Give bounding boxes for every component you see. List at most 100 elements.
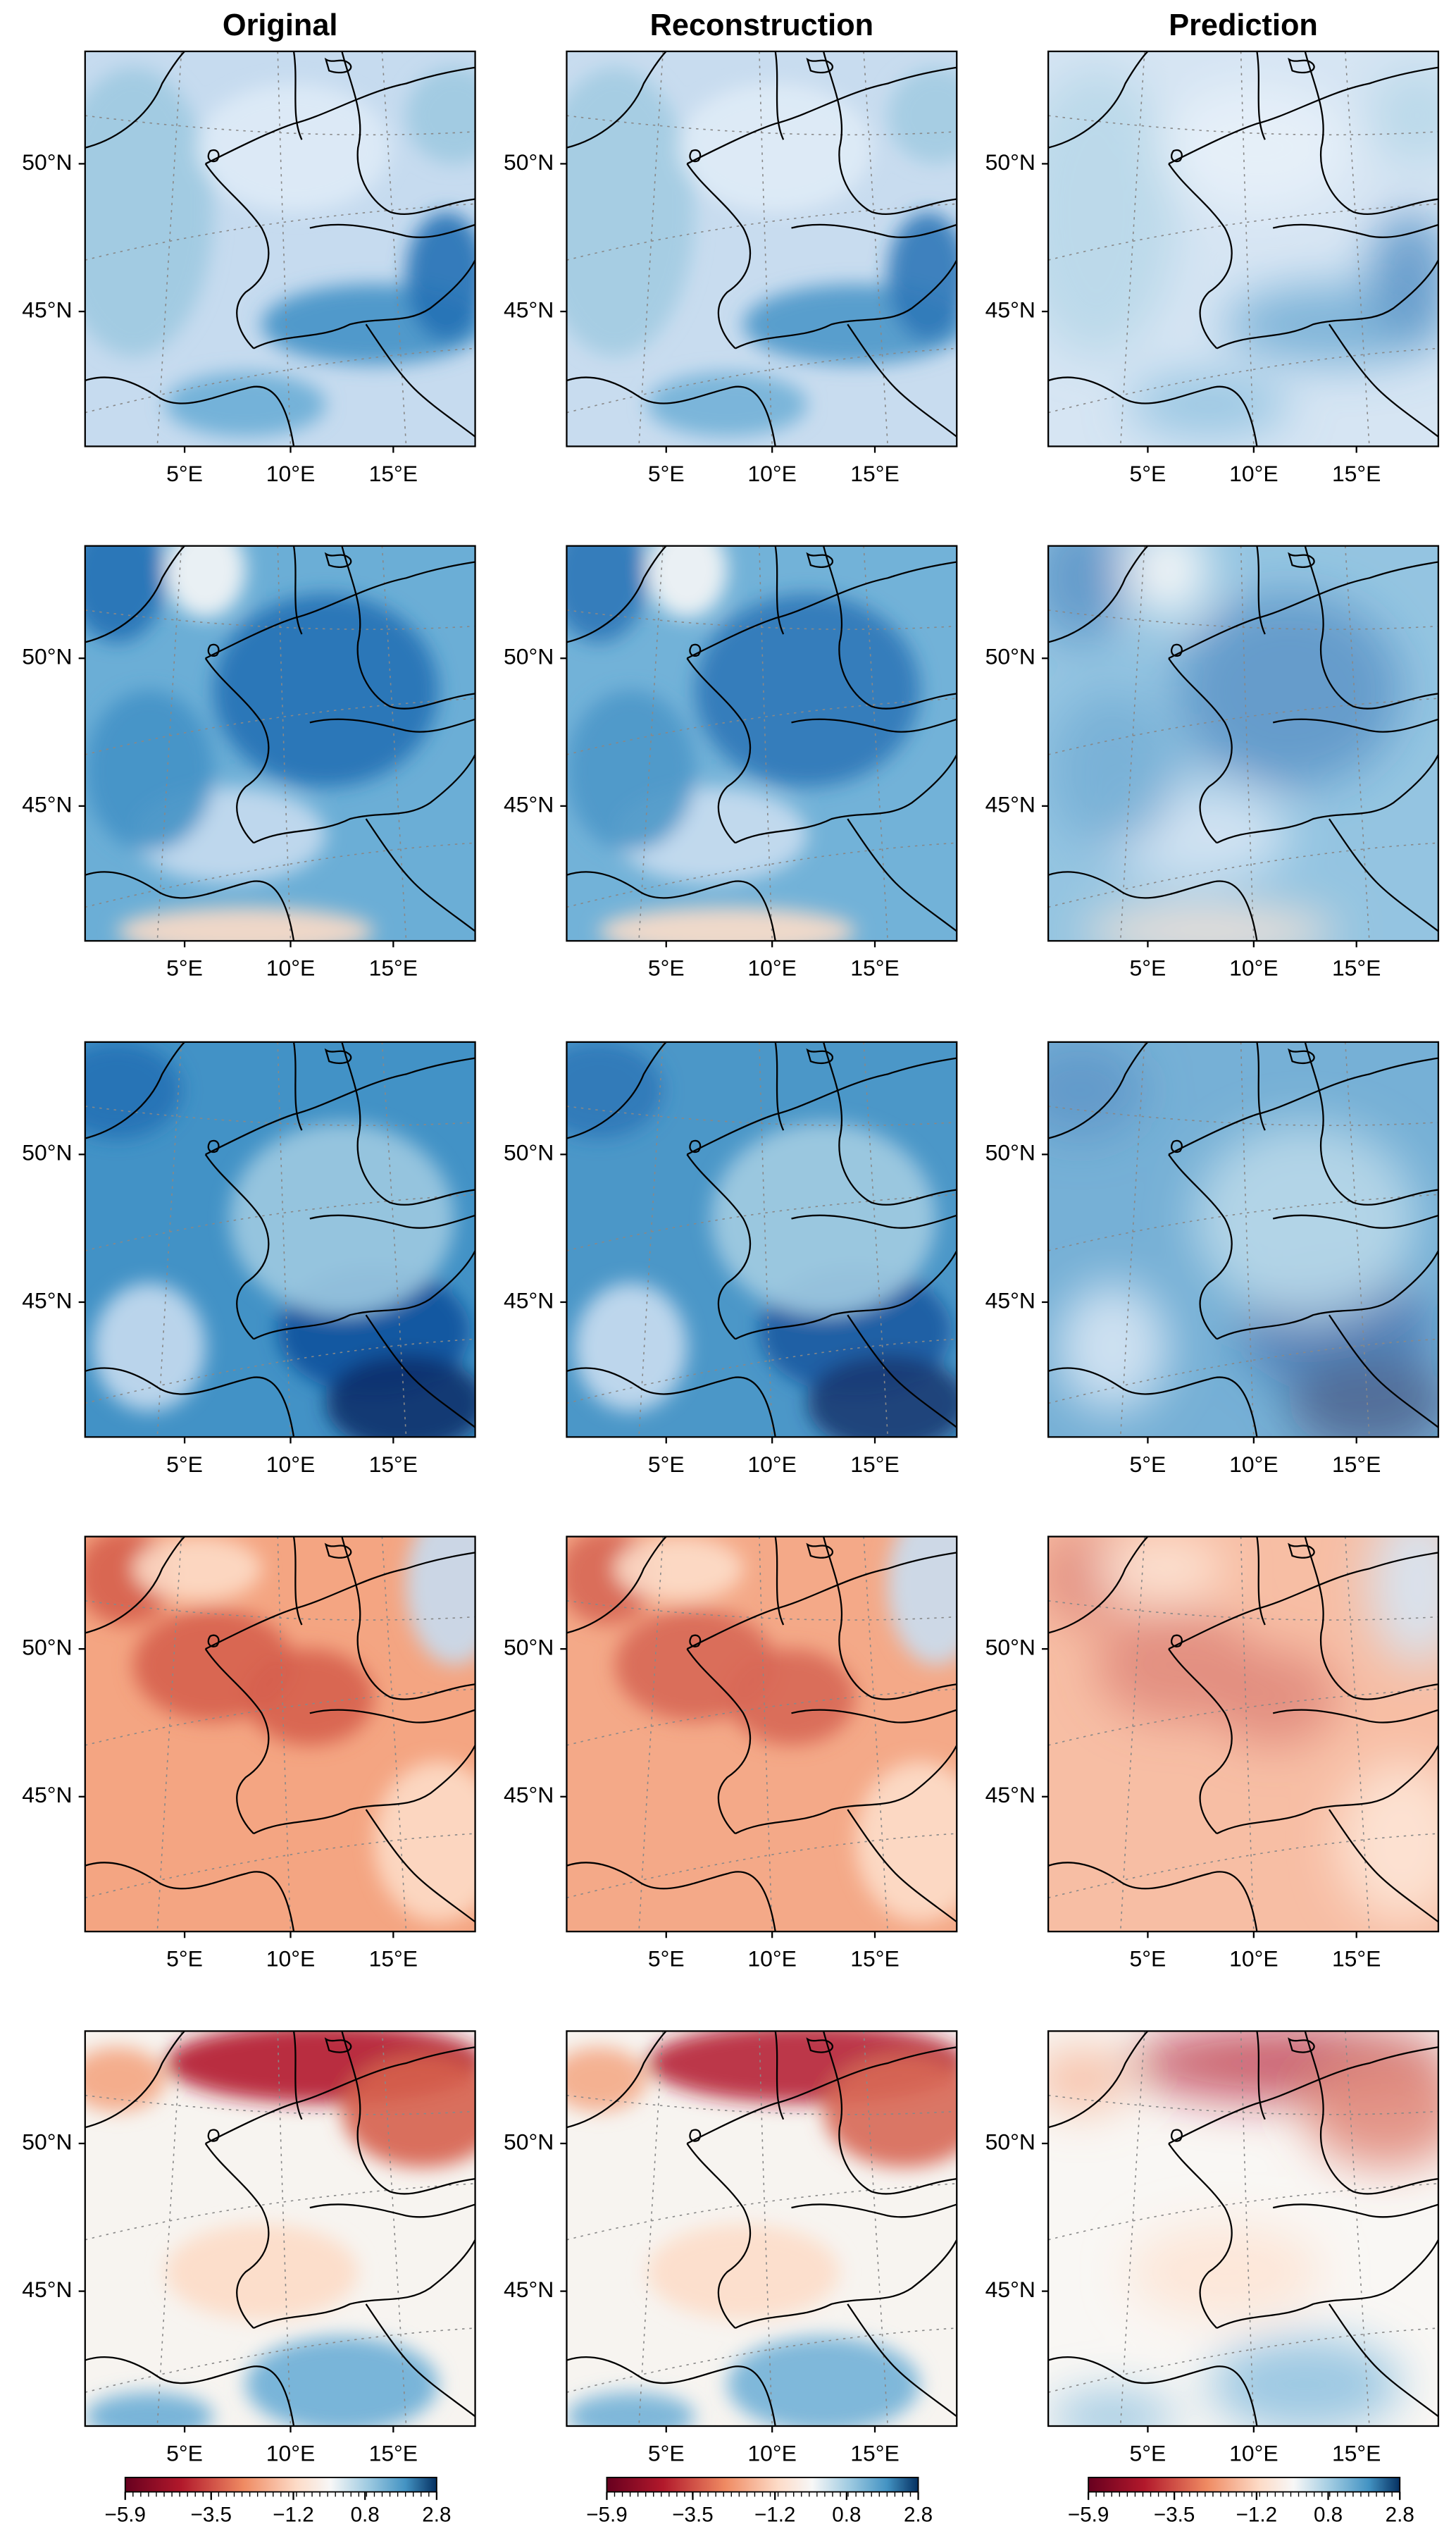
- lon-label: 5°E: [648, 2440, 685, 2466]
- map-panel: 50°N 45°N 5°E 10°E 15°E: [22, 545, 476, 981]
- lat-label: 45°N: [22, 1287, 72, 1313]
- lon-label: 15°E: [850, 2440, 900, 2466]
- lon-label: 10°E: [747, 955, 797, 981]
- map-field: [1048, 51, 1438, 447]
- colorbar-gradient: [606, 2477, 919, 2493]
- map-panel: 50°N 45°N 5°E 10°E 15°E: [985, 1535, 1440, 1972]
- lat-label: 45°N: [985, 791, 1035, 817]
- lat-label: 50°N: [22, 2129, 72, 2154]
- lon-label: 10°E: [1229, 1946, 1278, 1972]
- map-shading: [1048, 2031, 1438, 2427]
- lon-label: 15°E: [369, 2440, 418, 2466]
- map-frame: [84, 50, 476, 447]
- map-region: [695, 594, 920, 787]
- map-region: [647, 372, 808, 437]
- map-shading: [566, 1041, 957, 1437]
- lon-label: 15°E: [369, 461, 418, 486]
- map-region: [229, 1122, 454, 1316]
- lon-label: 10°E: [747, 461, 797, 486]
- map-panel: 50°N 45°N 5°E 10°E 15°E: [985, 1041, 1440, 1477]
- map-region: [85, 2047, 166, 2112]
- map-field: [566, 545, 957, 941]
- lon-label: 15°E: [1332, 2440, 1381, 2466]
- map-region: [599, 907, 856, 941]
- map-region: [165, 2223, 359, 2320]
- lon-label: 15°E: [1332, 461, 1381, 486]
- map-region: [1048, 2392, 1177, 2427]
- map-shading: [85, 545, 439, 941]
- lat-label: 50°N: [504, 1635, 554, 1660]
- colorbar-label: 0.8: [351, 2503, 380, 2524]
- map-region: [1305, 2055, 1438, 2168]
- lon-label: 10°E: [747, 1452, 797, 1477]
- column-title: Prediction: [1169, 8, 1318, 42]
- lat-label: 50°N: [985, 149, 1035, 175]
- colorbar-label: −3.5: [1154, 2503, 1195, 2524]
- map-region: [727, 2336, 920, 2427]
- map-region: [85, 690, 214, 851]
- map-frame: [84, 1535, 476, 1933]
- lat-label: 45°N: [985, 1287, 1035, 1313]
- map-region: [1128, 545, 1209, 619]
- map-region: [1056, 1282, 1169, 1411]
- map-field: [85, 1536, 475, 1932]
- map-field: [85, 2031, 475, 2427]
- map-region: [888, 211, 957, 341]
- lon-label: 5°E: [166, 2440, 203, 2466]
- map-field: [1048, 1536, 1438, 1932]
- lon-label: 5°E: [166, 1946, 203, 1972]
- lon-label: 15°E: [369, 1946, 418, 1972]
- colorbar-label: −1.2: [273, 2503, 313, 2524]
- lat-label: 50°N: [504, 1140, 554, 1165]
- map-panel: 50°N 45°N 5°E 10°E 15°E: [504, 545, 958, 981]
- lat-label: 45°N: [22, 297, 72, 322]
- map-region: [1128, 372, 1289, 437]
- lon-label: 10°E: [747, 2440, 797, 2466]
- map-region: [245, 1649, 374, 1745]
- colorbar: −5.9 −3.5 −1.2 0.8 2.8: [586, 2477, 933, 2524]
- map-fade: [566, 2031, 957, 2427]
- map-panel: 50°N 45°N 5°E 10°E 15°E: [504, 50, 958, 486]
- lat-label: 50°N: [22, 1140, 72, 1165]
- map-shading: [566, 1536, 957, 1922]
- map-frame: [1047, 2030, 1440, 2427]
- map-field: [1048, 545, 1438, 941]
- map-region: [888, 67, 957, 164]
- map-region: [85, 67, 214, 357]
- map-region: [85, 545, 166, 643]
- map-region: [406, 67, 475, 164]
- map-shading: [85, 2031, 475, 2427]
- colorbar: −5.9 −3.5 −1.2 0.8 2.8: [105, 2477, 451, 2524]
- map-region: [1048, 2047, 1129, 2112]
- lon-label: 10°E: [1229, 955, 1278, 981]
- map-region: [1160, 83, 1354, 212]
- lon-label: 15°E: [1332, 1452, 1381, 1477]
- lon-label: 10°E: [1229, 461, 1278, 486]
- map-region: [374, 1761, 475, 1922]
- lon-label: 15°E: [1332, 955, 1381, 981]
- map-panel: 50°N 45°N 5°E 10°E 15°E: [504, 1535, 958, 1972]
- map-panel: 50°N 45°N 5°E 10°E 15°E: [985, 50, 1440, 486]
- map-region: [93, 1282, 206, 1411]
- map-region: [1369, 1536, 1438, 1665]
- lat-label: 45°N: [22, 1782, 72, 1807]
- map-region: [566, 2392, 695, 2427]
- colorbar-label: 0.8: [1314, 2503, 1343, 2524]
- map-region: [647, 545, 728, 619]
- column-title: Reconstruction: [650, 8, 873, 42]
- map-region: [85, 2392, 214, 2427]
- map-region: [213, 594, 439, 787]
- map-fade: [1048, 545, 1438, 941]
- colorbar-label: −1.2: [754, 2503, 795, 2524]
- map-region: [1048, 545, 1129, 643]
- map-shading: [85, 1041, 475, 1437]
- map-fade: [566, 1041, 957, 1437]
- map-frame: [1047, 1535, 1440, 1933]
- map-panel: 50°N 45°N 5°E 10°E 15°E: [22, 1041, 476, 1477]
- lon-label: 10°E: [266, 1946, 316, 1972]
- map-region: [1209, 2336, 1402, 2427]
- map-field: [1048, 1041, 1438, 1437]
- lat-label: 50°N: [985, 1635, 1035, 1660]
- colorbar-label: −5.9: [586, 2503, 627, 2524]
